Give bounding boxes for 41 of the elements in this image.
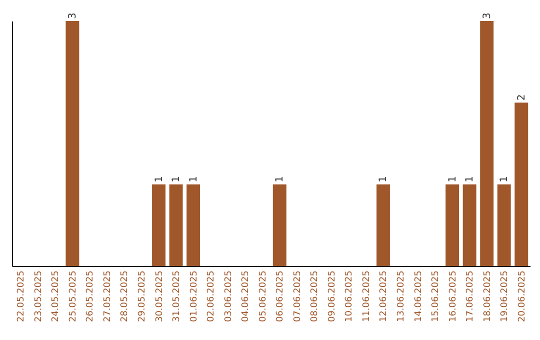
x-tick-label: 04.06.2025 [241,270,252,322]
x-tick-label: 12.06.2025 [379,270,390,322]
data-label: 1 [188,176,200,182]
x-tick-label: 30.05.2025 [154,270,165,322]
data-label: 1 [447,176,458,182]
x-tick-label: 29.05.2025 [138,270,148,322]
x-tick-label: 06.06.2025 [276,270,286,322]
x-tick-label: 22.05.2025 [16,270,27,322]
data-label: 1 [464,176,476,182]
x-tick-label: 16.06.2025 [448,270,458,322]
x-tick-label: 07.06.2025 [292,270,303,322]
data-label: 1 [274,176,286,182]
x-tick-label: 25.05.2025 [68,270,78,322]
x-tick-label: 20.06.2025 [517,270,528,322]
x-tick-label: 10.06.2025 [344,270,355,322]
x-tick-label: 17.06.2025 [466,270,476,322]
x-tick-label: 18.06.2025 [482,270,493,322]
x-tick-label: 13.06.2025 [396,270,406,322]
data-label: 1 [154,176,165,182]
x-tick-label: 26.05.2025 [86,270,96,322]
x-tick-label: 27.05.2025 [102,270,113,322]
x-tick-label: 11.06.2025 [362,270,372,322]
x-tick-label: 01.06.2025 [189,270,200,322]
x-tick-label: 09.06.2025 [327,270,338,322]
x-tick-label: 03.06.2025 [224,270,234,322]
x-tick-label: 14.06.2025 [414,270,424,322]
x-tick-label: 08.06.2025 [310,270,320,322]
data-label: 3 [482,12,493,19]
x-tick-label: 23.05.2025 [34,270,44,322]
x-tick-label: 24.05.2025 [51,270,62,322]
data-label: 1 [378,176,390,182]
x-tick-label: 15.06.2025 [431,270,442,322]
data-label: 1 [171,176,182,182]
x-tick-label: 28.05.2025 [120,270,130,322]
x-tick-label: 05.06.2025 [258,270,268,322]
data-label: 1 [499,176,510,182]
x-tick-label: 19.06.2025 [500,270,510,322]
data-label: 2 [516,94,528,101]
x-tick-label: 31.05.2025 [172,270,182,322]
x-tick-label: 02.06.2025 [206,270,217,322]
data-label: 3 [67,12,78,19]
